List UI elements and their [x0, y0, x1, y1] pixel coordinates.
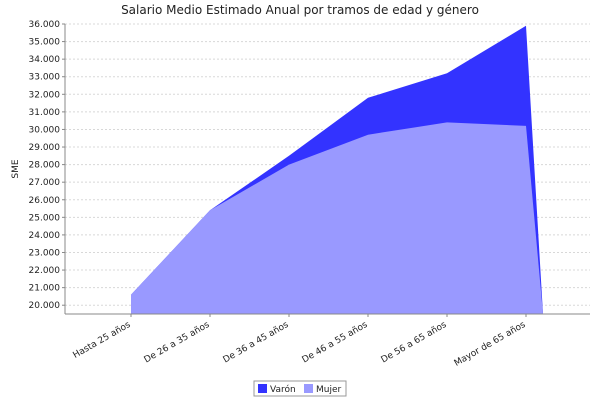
- y-tick-label: 34.000: [29, 55, 61, 65]
- y-tick-label: 25.000: [29, 213, 61, 223]
- y-tick-label: 24.000: [29, 231, 61, 241]
- x-tick-label: De 36 a 45 años: [222, 320, 291, 366]
- y-tick-label: 36.000: [29, 20, 61, 30]
- y-tick-label: 33.000: [29, 73, 61, 83]
- chart-title: Salario Medio Estimado Anual por tramos …: [121, 3, 479, 17]
- series-area-mujer: [131, 122, 543, 315]
- y-tick-labels: 20.000 21.000 22.000 23.000 24.000 25.000 26.0…: [29, 20, 65, 311]
- legend-label-mujer: Mujer: [316, 385, 342, 395]
- legend-frame: [253, 380, 347, 397]
- y-tick-label: 22.000: [29, 266, 61, 276]
- y-tick-label: 32.000: [29, 90, 61, 100]
- y-tick-label: 28.000: [29, 161, 61, 171]
- legend-label-varon: Varón: [270, 384, 296, 395]
- x-tick-label: Hasta 25 años: [72, 320, 133, 361]
- x-tick-label: De 56 a 65 años: [380, 320, 449, 366]
- x-tick-labels: Hasta 25 años De 26 a 35 años De 36 a 45 a…: [72, 314, 528, 369]
- y-axis-label: SME: [11, 159, 21, 178]
- x-tick-label: De 46 a 55 años: [301, 320, 370, 366]
- y-tick-label: 21.000: [29, 284, 61, 294]
- y-tick-label: 29.000: [29, 143, 61, 153]
- x-tick-label: Mayor de 65 años: [453, 320, 528, 369]
- x-tick-label: De 26 a 35 años: [143, 320, 212, 366]
- series-areas: [131, 25, 543, 315]
- y-tick-label: 35.000: [29, 38, 61, 48]
- y-tick-label: 27.000: [29, 178, 61, 188]
- y-tick-label: 31.000: [29, 108, 61, 118]
- y-tick-label: 23.000: [29, 248, 61, 258]
- legend-swatch-varon: [258, 384, 267, 393]
- legend: Varón Mujer: [253, 380, 347, 397]
- y-tick-label: 26.000: [29, 196, 61, 206]
- axes: [64, 24, 590, 315]
- y-tick-label: 20.000: [29, 301, 61, 311]
- legend-swatch-mujer: [304, 384, 313, 393]
- y-tick-label: 30.000: [29, 125, 61, 135]
